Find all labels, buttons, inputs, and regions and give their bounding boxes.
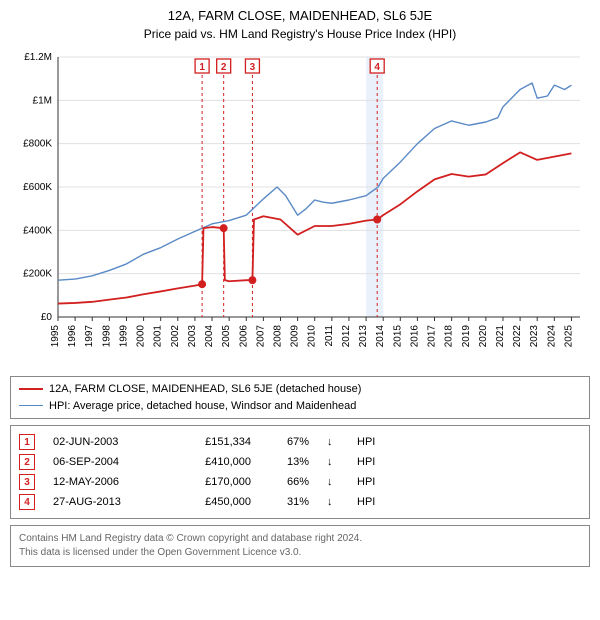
x-tick-label: 2025 — [563, 325, 574, 348]
down-arrow-icon: ↓ — [327, 476, 339, 488]
event-marker: 3 — [19, 474, 35, 490]
y-tick-label: £1.2M — [24, 52, 52, 63]
x-tick-label: 2018 — [444, 325, 455, 348]
down-arrow-icon: ↓ — [327, 456, 339, 468]
y-tick-label: £400K — [23, 225, 52, 236]
event-row: 1 02-JUN-2003 £151,334 67% ↓ HPI — [19, 432, 581, 452]
x-tick-label: 2012 — [341, 325, 352, 348]
down-arrow-icon: ↓ — [327, 436, 339, 448]
x-tick-label: 1998 — [101, 325, 112, 348]
x-tick-label: 2008 — [272, 325, 283, 348]
event-pct: 66% — [269, 476, 309, 488]
event-hpi-label: HPI — [357, 456, 375, 468]
event-price: £450,000 — [171, 496, 251, 508]
event-price: £151,334 — [171, 436, 251, 448]
event-date: 06-SEP-2004 — [53, 456, 153, 468]
x-tick-label: 2000 — [136, 325, 147, 348]
x-tick-label: 2021 — [495, 325, 506, 348]
event-hpi-label: HPI — [357, 476, 375, 488]
x-tick-label: 2001 — [153, 325, 164, 348]
x-tick-label: 2010 — [307, 325, 318, 348]
event-price: £170,000 — [171, 476, 251, 488]
x-tick-label: 2007 — [255, 325, 266, 348]
x-tick-label: 2011 — [324, 325, 335, 347]
footer-line-2: This data is licensed under the Open Gov… — [19, 546, 581, 560]
event-row: 4 27-AUG-2013 £450,000 31% ↓ HPI — [19, 492, 581, 512]
x-tick-label: 2014 — [375, 325, 386, 348]
event-price: £410,000 — [171, 456, 251, 468]
x-tick-label: 1995 — [50, 325, 61, 348]
x-tick-label: 2003 — [187, 325, 198, 348]
event-row: 3 12-MAY-2006 £170,000 66% ↓ HPI — [19, 472, 581, 492]
x-tick-label: 2022 — [512, 325, 523, 348]
x-tick-label: 2023 — [529, 325, 540, 348]
event-pct: 13% — [269, 456, 309, 468]
x-tick-label: 1999 — [118, 325, 129, 348]
x-tick-label: 2016 — [409, 325, 420, 348]
event-marker-label: 2 — [221, 62, 227, 73]
event-date: 02-JUN-2003 — [53, 436, 153, 448]
chart-title: 12A, FARM CLOSE, MAIDENHEAD, SL6 5JE — [10, 8, 590, 23]
x-tick-label: 2006 — [238, 325, 249, 348]
legend-swatch — [19, 388, 43, 390]
legend-box: 12A, FARM CLOSE, MAIDENHEAD, SL6 5JE (de… — [10, 376, 590, 419]
y-tick-label: £1M — [33, 95, 52, 106]
down-arrow-icon: ↓ — [327, 496, 339, 508]
event-marker-label: 3 — [250, 62, 256, 73]
footer-line-1: Contains HM Land Registry data © Crown c… — [19, 532, 581, 546]
x-tick-label: 2009 — [290, 325, 301, 348]
x-tick-label: 2019 — [461, 325, 472, 348]
y-tick-label: £200K — [23, 269, 52, 280]
event-date: 12-MAY-2006 — [53, 476, 153, 488]
legend-label: HPI: Average price, detached house, Wind… — [49, 398, 356, 415]
line-chart: £0 £200K £400K £600K £800K £1M £1.2M 1995 1996 19… — [10, 47, 590, 367]
event-date: 27-AUG-2013 — [53, 496, 153, 508]
event-pct: 31% — [269, 496, 309, 508]
events-table: 1 02-JUN-2003 £151,334 67% ↓ HPI 2 06-SEP-2004 £… — [10, 425, 590, 519]
y-tick-label: £800K — [23, 139, 52, 150]
x-tick-label: 2013 — [358, 325, 369, 348]
event-marker: 4 — [19, 494, 35, 510]
footer-box: Contains HM Land Registry data © Crown c… — [10, 525, 590, 567]
chart-area: £0 £200K £400K £600K £800K £1M £1.2M 1995 1996 19… — [10, 47, 590, 372]
x-tick-label: 2005 — [221, 325, 232, 348]
event-marker-label: 1 — [199, 62, 205, 73]
legend-label: 12A, FARM CLOSE, MAIDENHEAD, SL6 5JE (de… — [49, 381, 361, 398]
x-tick-label: 2002 — [170, 325, 181, 348]
legend-swatch — [19, 405, 43, 406]
legend-row: 12A, FARM CLOSE, MAIDENHEAD, SL6 5JE (de… — [19, 381, 581, 398]
event-pct: 67% — [269, 436, 309, 448]
event-marker-label: 4 — [374, 62, 380, 73]
event-hpi-label: HPI — [357, 496, 375, 508]
legend-row: HPI: Average price, detached house, Wind… — [19, 398, 581, 415]
x-tick-label: 2004 — [204, 325, 215, 348]
event-marker: 2 — [19, 454, 35, 470]
x-tick-label: 1996 — [67, 325, 78, 348]
x-tick-label: 2020 — [478, 325, 489, 348]
chart-container: 12A, FARM CLOSE, MAIDENHEAD, SL6 5JE Pri… — [0, 0, 600, 577]
x-tick-label: 2017 — [427, 325, 438, 348]
x-tick-label: 1997 — [84, 325, 95, 348]
x-tick-label: 2024 — [546, 325, 557, 348]
chart-subtitle: Price paid vs. HM Land Registry's House … — [10, 27, 590, 41]
x-tick-label: 2015 — [392, 325, 403, 348]
event-hpi-label: HPI — [357, 436, 375, 448]
event-marker: 1 — [19, 434, 35, 450]
y-tick-label: £0 — [41, 312, 53, 323]
event-row: 2 06-SEP-2004 £410,000 13% ↓ HPI — [19, 452, 581, 472]
y-tick-label: £600K — [23, 182, 52, 193]
